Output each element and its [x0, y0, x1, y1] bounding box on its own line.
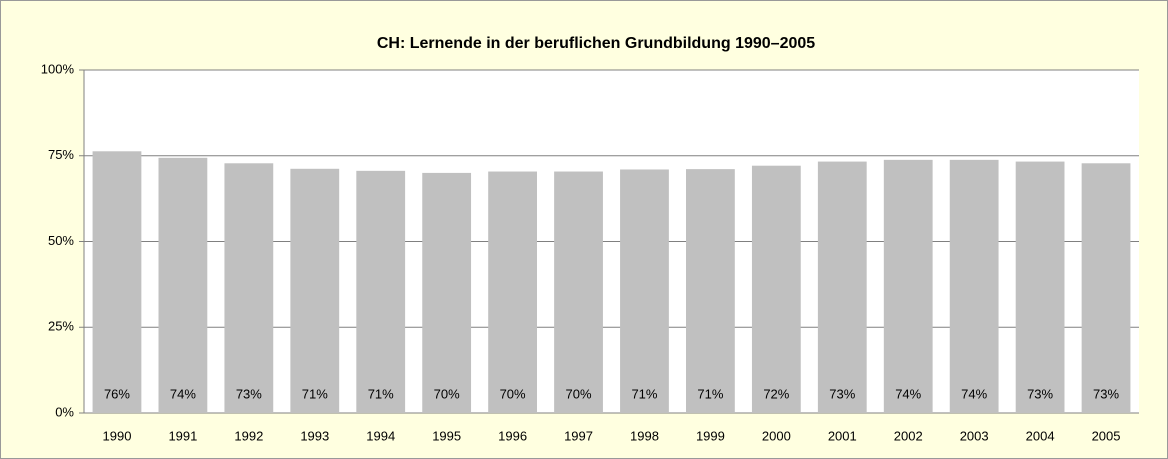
value-label: 71% [631, 386, 657, 401]
bar [1015, 161, 1065, 413]
x-tick-label: 2000 [762, 428, 791, 443]
bar [290, 168, 340, 413]
x-tick-label: 1997 [564, 428, 593, 443]
value-label: 71% [302, 386, 328, 401]
value-label: 73% [1093, 386, 1119, 401]
bar [488, 171, 537, 413]
x-tick-label: 2003 [960, 428, 989, 443]
bar [751, 165, 801, 413]
x-tick-label: 1999 [696, 428, 725, 443]
x-tick-label: 2005 [1092, 428, 1121, 443]
value-label: 71% [368, 386, 394, 401]
x-tick-label: 1998 [630, 428, 659, 443]
y-tick-label: 50% [48, 233, 74, 248]
x-tick-label: 1996 [498, 428, 527, 443]
y-tick-label: 25% [48, 319, 74, 334]
bar [883, 159, 933, 413]
bar [356, 170, 406, 413]
x-tick-label: 1993 [300, 428, 329, 443]
value-label: 76% [104, 386, 130, 401]
bar [158, 157, 208, 413]
bar [1081, 163, 1131, 413]
value-label: 71% [697, 386, 723, 401]
value-label: 72% [763, 386, 789, 401]
bar [554, 171, 603, 413]
value-label: 74% [170, 386, 196, 401]
value-label: 70% [566, 386, 592, 401]
x-tick-label: 1995 [432, 428, 461, 443]
value-label: 70% [500, 386, 526, 401]
x-tick-label: 1990 [103, 428, 132, 443]
value-label: 73% [1027, 386, 1053, 401]
x-tick-label: 1992 [234, 428, 263, 443]
bar [817, 161, 867, 413]
bar [949, 159, 999, 413]
bar [422, 172, 472, 413]
x-tick-label: 1991 [168, 428, 197, 443]
bar [224, 163, 274, 413]
bar [620, 169, 669, 413]
y-tick-label: 0% [55, 404, 74, 419]
value-label: 74% [961, 386, 987, 401]
bar [686, 169, 735, 413]
y-tick-label: 75% [48, 147, 74, 162]
x-tick-label: 2001 [828, 428, 857, 443]
value-label: 73% [829, 386, 855, 401]
y-tick-label: 100% [41, 61, 75, 76]
x-tick-label: 2002 [894, 428, 923, 443]
x-tick-label: 2004 [1026, 428, 1055, 443]
bar [92, 151, 142, 413]
value-label: 74% [895, 386, 921, 401]
value-label: 70% [434, 386, 460, 401]
chart-title: CH: Lernende in der beruflichen Grundbil… [377, 35, 815, 52]
value-label: 73% [236, 386, 262, 401]
x-tick-label: 1994 [366, 428, 395, 443]
